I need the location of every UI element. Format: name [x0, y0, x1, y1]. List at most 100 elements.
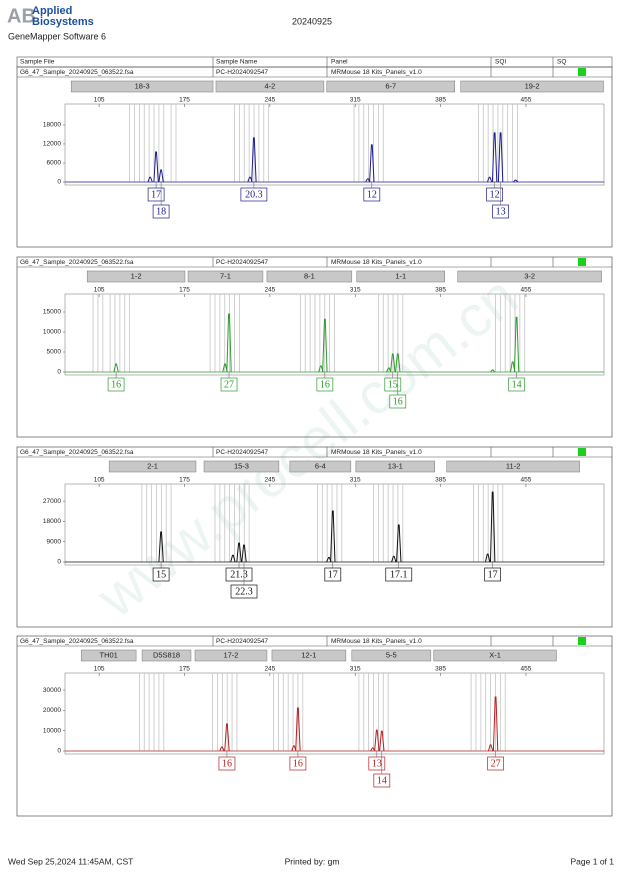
- y-tick-label: 15000: [43, 309, 61, 316]
- panel-name: MRMouse 18 Kits_Panels_v1.0: [331, 259, 422, 266]
- marker-label: 17-2: [223, 650, 238, 659]
- allele-label: 14: [512, 379, 522, 390]
- quality-flag: [578, 68, 586, 76]
- y-tick-label: 27000: [43, 498, 61, 505]
- peak: [369, 144, 375, 183]
- x-tick-label: 245: [264, 287, 275, 294]
- marker-bin: [141, 649, 192, 662]
- peak: [295, 707, 301, 752]
- peak: [318, 365, 324, 373]
- x-tick-label: 385: [435, 287, 446, 294]
- peak: [158, 531, 164, 563]
- marker-bin: [80, 649, 137, 662]
- peak: [484, 553, 491, 563]
- x-tick-label: 315: [350, 477, 361, 484]
- x-tick-label: 455: [521, 97, 532, 104]
- marker-bin: [460, 80, 604, 93]
- allele-label: 15: [388, 379, 398, 390]
- peak: [158, 169, 164, 183]
- allele-label: 13: [496, 206, 506, 217]
- peak: [222, 363, 228, 373]
- allele-label: 12: [367, 189, 377, 200]
- peak: [509, 361, 516, 373]
- peak: [513, 179, 519, 183]
- allele-label: 17: [488, 569, 498, 580]
- marker-label: 3-2: [524, 271, 535, 280]
- peak: [391, 555, 397, 563]
- marker-bin: [194, 649, 268, 662]
- allele-box: [230, 584, 258, 599]
- peak: [374, 729, 380, 752]
- x-tick-label: 175: [179, 666, 190, 673]
- allele-label: 16: [293, 758, 303, 769]
- allele-box: [384, 377, 402, 392]
- x-tick-label: 105: [94, 666, 105, 673]
- peak: [513, 316, 520, 373]
- peak: [224, 723, 230, 752]
- software: GeneMapper Software 6: [8, 31, 106, 41]
- y-tick-label: 9000: [47, 538, 62, 545]
- x-tick-label: 385: [435, 477, 446, 484]
- marker-label: 5-5: [386, 650, 397, 659]
- allele-box: [389, 394, 407, 409]
- quality-flag: [578, 258, 586, 266]
- x-tick-label: 455: [521, 477, 532, 484]
- marker-bin: [446, 460, 580, 473]
- y-tick-label: 30000: [43, 687, 61, 694]
- marker-bin: [326, 80, 455, 93]
- allele-label: 17: [151, 189, 161, 200]
- peak: [386, 367, 392, 373]
- allele-box: [486, 187, 503, 202]
- allele-box: [152, 204, 170, 219]
- marker-label: 6-7: [385, 81, 396, 90]
- logo: AB: [7, 5, 36, 27]
- x-tick-label: 175: [179, 97, 190, 104]
- peak: [113, 363, 119, 373]
- allele-box: [385, 567, 413, 582]
- x-tick-label: 105: [94, 97, 105, 104]
- marker-bin: [70, 80, 214, 93]
- peak: [291, 745, 297, 752]
- y-tick-label: 0: [57, 559, 61, 566]
- marker-bin: [108, 460, 197, 473]
- marker-label: 12-1: [301, 650, 316, 659]
- allele-box: [363, 187, 381, 202]
- allele-box: [220, 377, 238, 392]
- x-tick-label: 105: [94, 477, 105, 484]
- allele-label: 15: [156, 569, 166, 580]
- panel-name: MRMouse 18 Kits_Panels_v1.0: [331, 449, 422, 456]
- y-tick-label: 0: [57, 748, 61, 755]
- panel: G6_47_Sample_20240925_063522.fsa PC-H2024…: [16, 635, 613, 817]
- panel-frame: [16, 635, 613, 817]
- plot-frame: [64, 103, 605, 186]
- peak: [365, 178, 371, 183]
- allele-label: 17: [328, 569, 338, 580]
- column-label: Sample Name: [216, 59, 258, 66]
- marker-bin: [289, 460, 352, 473]
- brand: Biosystems: [32, 16, 94, 28]
- allele-box: [316, 377, 334, 392]
- panel-frame: [16, 256, 613, 438]
- y-tick-label: 20000: [43, 707, 61, 714]
- allele-box: [147, 187, 165, 202]
- peak: [153, 151, 159, 183]
- allele-label: 13: [372, 758, 382, 769]
- peak: [490, 369, 496, 373]
- allele-label: 22.3: [235, 586, 253, 597]
- sample-name: PC-H2024092547: [216, 638, 268, 645]
- marker-bin: [266, 270, 353, 283]
- y-tick-label: 0: [57, 369, 61, 376]
- marker-label: 13-1: [388, 461, 403, 470]
- allele-label: 12: [490, 189, 500, 200]
- x-tick-label: 315: [350, 97, 361, 104]
- peak: [370, 747, 376, 752]
- peak: [330, 510, 336, 563]
- x-tick-label: 385: [435, 666, 446, 673]
- panel-name: MRMouse 18 Kits_Panels_v1.0: [331, 638, 422, 645]
- marker-bin: [271, 649, 347, 662]
- sample-file: G6_47_Sample_20240925_063522.fsa: [20, 69, 134, 76]
- panel: G6_47_Sample_20240925_063522.fsa PC-H2024…: [16, 446, 613, 628]
- y-tick-label: 0: [57, 179, 61, 186]
- peak: [241, 544, 247, 563]
